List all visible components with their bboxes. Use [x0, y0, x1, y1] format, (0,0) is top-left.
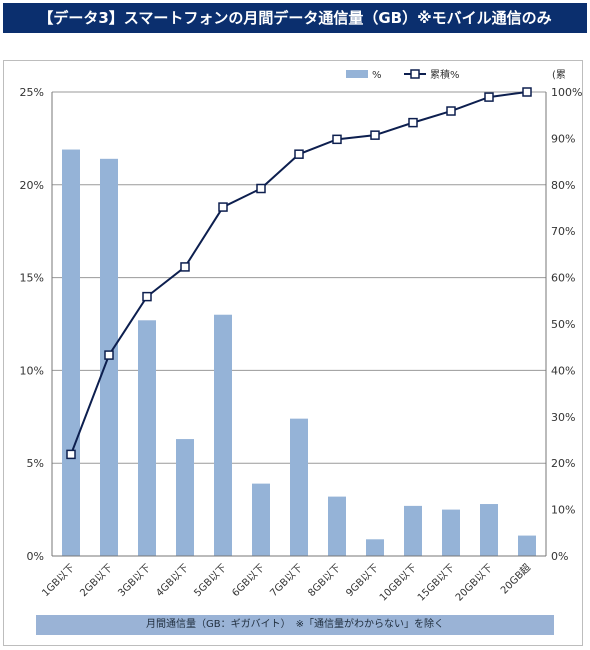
y-right-tick-label: 50% [551, 318, 575, 331]
bar [480, 504, 498, 556]
y-right-tick-label: 80% [551, 179, 575, 192]
bar [62, 149, 80, 556]
x-tick-label: 9GB以下 [344, 562, 381, 599]
y-right-tick-label: 30% [551, 411, 575, 424]
x-tick-label: 8GB以下 [306, 562, 343, 599]
x-tick-label: 15GB以下 [416, 562, 457, 603]
y-right-tick-label: 20% [551, 457, 575, 470]
legend: % 累積% [346, 68, 460, 81]
legend-bar-swatch [346, 70, 368, 78]
bar [442, 509, 460, 556]
bar [138, 320, 156, 556]
legend-bar-label: % [372, 70, 382, 81]
footnote: 月間通信量（GB：ギガバイト） ※「通信量がわからない」を除く [36, 615, 554, 635]
bars [62, 149, 536, 557]
y-right-tick-label: 10% [551, 504, 575, 517]
y-right-tick-label: 60% [551, 272, 575, 285]
bar [252, 483, 270, 556]
line-point [332, 134, 342, 145]
y-right-tick-label: 70% [551, 225, 575, 238]
x-tick-label: 6GB以下 [230, 562, 267, 599]
x-tick-label: 1GB以下 [40, 562, 77, 599]
line-point [484, 92, 494, 102]
line-point [218, 202, 228, 212]
line-point [180, 262, 190, 272]
y-right-tick-label: 40% [551, 364, 575, 377]
line-point [256, 183, 266, 194]
x-tick-label: 4GB以下 [154, 562, 191, 599]
line-point [408, 117, 418, 128]
line-point [446, 106, 456, 116]
x-tick-label: 20GB以下 [454, 562, 495, 603]
x-tick-label: 7GB以下 [268, 562, 305, 599]
y-left-tick-label: 0% [27, 550, 44, 563]
y-right-tick-label: 0% [551, 550, 568, 563]
line-point [104, 350, 114, 360]
x-tick-label: 3GB以下 [116, 562, 153, 599]
cumulative-line [66, 87, 532, 460]
bar [290, 418, 308, 556]
y-left-tick-label: 5% [27, 457, 44, 470]
line-point [370, 130, 380, 140]
y-left-tick-label: 15% [20, 272, 44, 285]
y-left-tick-label: 10% [20, 364, 44, 377]
legend-line-marker [410, 69, 420, 79]
bar [214, 314, 232, 556]
x-tick-label: 10GB以下 [378, 562, 419, 603]
x-tick-label: 5GB以下 [192, 562, 229, 599]
bar [518, 535, 536, 556]
y-right-tick-label: 100% [551, 86, 582, 99]
y-right-axis-label: (累 [552, 69, 566, 81]
bar [366, 539, 384, 556]
y-left-tick-label: 25% [20, 86, 44, 99]
x-tick-label: 2GB以下 [78, 562, 115, 599]
chart-title: 【データ3】スマートフォンの月間データ通信量（GB）※モバイル通信のみ [3, 3, 587, 33]
bar [328, 496, 346, 556]
x-tick-label: 20GB超 [498, 561, 534, 597]
y-left-tick-label: 20% [20, 179, 44, 192]
y-right-tick-label: 90% [551, 132, 575, 145]
bar [404, 505, 422, 556]
line-point [66, 449, 76, 460]
line-point [522, 87, 532, 97]
legend-line-label: 累積% [430, 68, 460, 81]
line-point [142, 291, 152, 302]
line-point [294, 149, 304, 159]
bar [176, 439, 194, 556]
